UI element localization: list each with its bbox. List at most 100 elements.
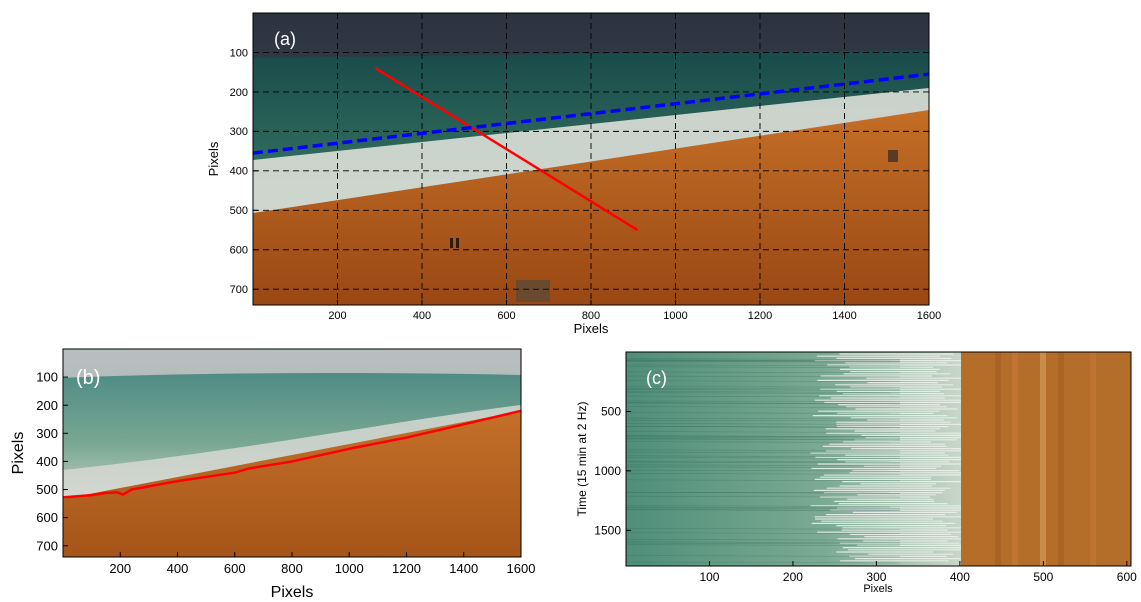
panel-c-water-streak [626,387,901,390]
panel-c-water-streak [626,431,901,433]
panel-c-sand-stripe [1012,352,1018,566]
panel-c-water-streak [626,532,901,535]
panel-c-water-streak [626,391,901,393]
panel-a-xtick-label: 200 [328,310,346,322]
panel-c-ytick-label: 1000 [594,464,621,478]
panel-a-xtick-label: 1600 [917,310,941,322]
panel-c-xtick-label: 200 [783,570,803,584]
panel-c-water-streak [626,495,901,498]
panel-c-ylabel: Time (15 min at 2 Hz) [575,402,589,517]
panel-b-sand [63,411,521,557]
panel-c-water-streak [626,364,901,367]
panel-b-detected-shoreline [63,409,521,499]
panel-a-ytick-label: 300 [230,126,248,138]
panel-b-xtick-label: 400 [167,561,189,576]
panel-c-timestack [626,352,1131,566]
panel-a-xtick-label: 400 [413,310,431,322]
panel-c-water-streak [626,417,901,420]
panel-c-water-streak [626,358,901,360]
panel-b-photo [63,349,521,557]
panel-c-water-streak [626,509,901,511]
panel-c-water-streak [626,438,901,441]
panel-a-xtick-label: 1400 [832,310,856,322]
panel-c-water-streak [626,507,901,510]
panel-b-xtick-label: 800 [281,561,303,576]
panel-c-water-streak [626,359,901,362]
panel-b-xtick-label: 1400 [449,561,478,576]
panel-c-water-streak [626,539,901,541]
panel-c-xtick-label: 400 [950,570,970,584]
panel-c-water-streak [626,561,901,564]
panel-c-water-streak [626,406,901,408]
panel-c-water-streak [626,455,901,458]
panel-c-water-streak [626,402,901,404]
panel-c-water-streak [626,528,901,530]
panel-c: (c) 100 200 300 400 500 600 500 1000 1500 Pixels… [575,351,1137,595]
panel-a-ticks: 200 400 600 800 1000 1200 1400 1600 100 200 300 400… [230,47,942,322]
panel-c-water-streak [626,464,901,467]
panel-c-water-streak [626,473,901,475]
panel-b-ticks: 200 400 600 800 1000 1200 1400 1600 100 200 300 400… [36,370,535,576]
panel-c-water-streak [626,360,901,363]
panel-a: (a) 200 400 600 800 1000 1200 1400 1600 100 200 30… [206,12,942,336]
panel-c-ticks: 100 200 300 400 500 600 500 1000 1500 [594,405,1137,584]
panel-c-water-streak [626,395,901,398]
panel-b-overlays [63,409,521,499]
panel-b-ytick-label: 300 [36,426,58,441]
panel-c-water-streak [626,375,901,378]
panel-c-water-streak [626,359,901,362]
panel-c-water-streak [626,438,901,440]
panel-c-water-streak [626,361,901,363]
panel-c-frame [625,351,1132,567]
panel-c-water-streak [626,386,901,388]
panel-c-water-streak [626,441,901,443]
panel-b-xtick-label: 1600 [507,561,536,576]
panel-a-people [450,238,453,248]
panel-c-sand-stripe [1058,352,1064,566]
panel-c-ytick-label: 500 [601,405,621,419]
panel-b-xtick-label: 1000 [335,561,364,576]
panel-a-xlabel: Pixels [574,321,609,336]
panel-b-label: (b) [76,367,100,389]
panel-c-xtick-label: 600 [1117,570,1137,584]
panel-a-ytick-label: 600 [230,245,248,257]
panel-b-ylabel: Pixels [10,432,27,475]
panel-c-water-streak [626,436,901,439]
panel-c-water-streak [626,479,901,482]
panel-c-water-streak [626,435,901,437]
panel-c-sand-stripe [1040,352,1046,566]
panel-b-ytick-label: 600 [36,510,58,525]
panel-b-ytick-label: 200 [36,398,58,413]
panel-c-water-streak [626,449,901,452]
panel-c-water-streak [626,400,901,403]
panel-c-water-streak [626,451,901,454]
panel-a-ytick-label: 700 [230,284,248,296]
panel-a-ylabel: Pixels [206,141,221,176]
panel-b-xlabel: Pixels [271,584,314,601]
panel-c-water-streak [626,555,901,557]
panel-c-water-streak [626,366,901,369]
panel-c-water-streak [626,466,901,469]
panel-a-lifeguard-hut [516,280,550,302]
panel-b-xtick-label: 200 [109,561,131,576]
panel-c-water-streak [626,389,901,391]
panel-a-xtick-label: 600 [497,310,515,322]
panel-a-xtick-label: 1000 [663,310,687,322]
panel-a-overlays [253,67,929,232]
panel-c-water-streak [626,461,901,464]
panel-a-ytick-label: 400 [230,166,248,178]
panel-b-ytick-label: 500 [36,482,58,497]
panel-c-sand-stripe [1090,352,1096,566]
panel-c-water-streak [626,457,901,459]
panel-c-water-streak [626,492,901,494]
panel-c-water-streak [626,419,901,422]
panel-c-water-streak [626,460,901,463]
panel-b-ytick-label: 400 [36,454,58,469]
panel-c-water-streak [626,402,901,405]
panel-c-water-streak [626,491,901,494]
panel-c-water-streak [626,509,901,512]
panel-c-sand-stripe [995,352,1001,566]
panel-c-water-streak [626,506,901,509]
panel-b-xtick-label: 1200 [392,561,421,576]
